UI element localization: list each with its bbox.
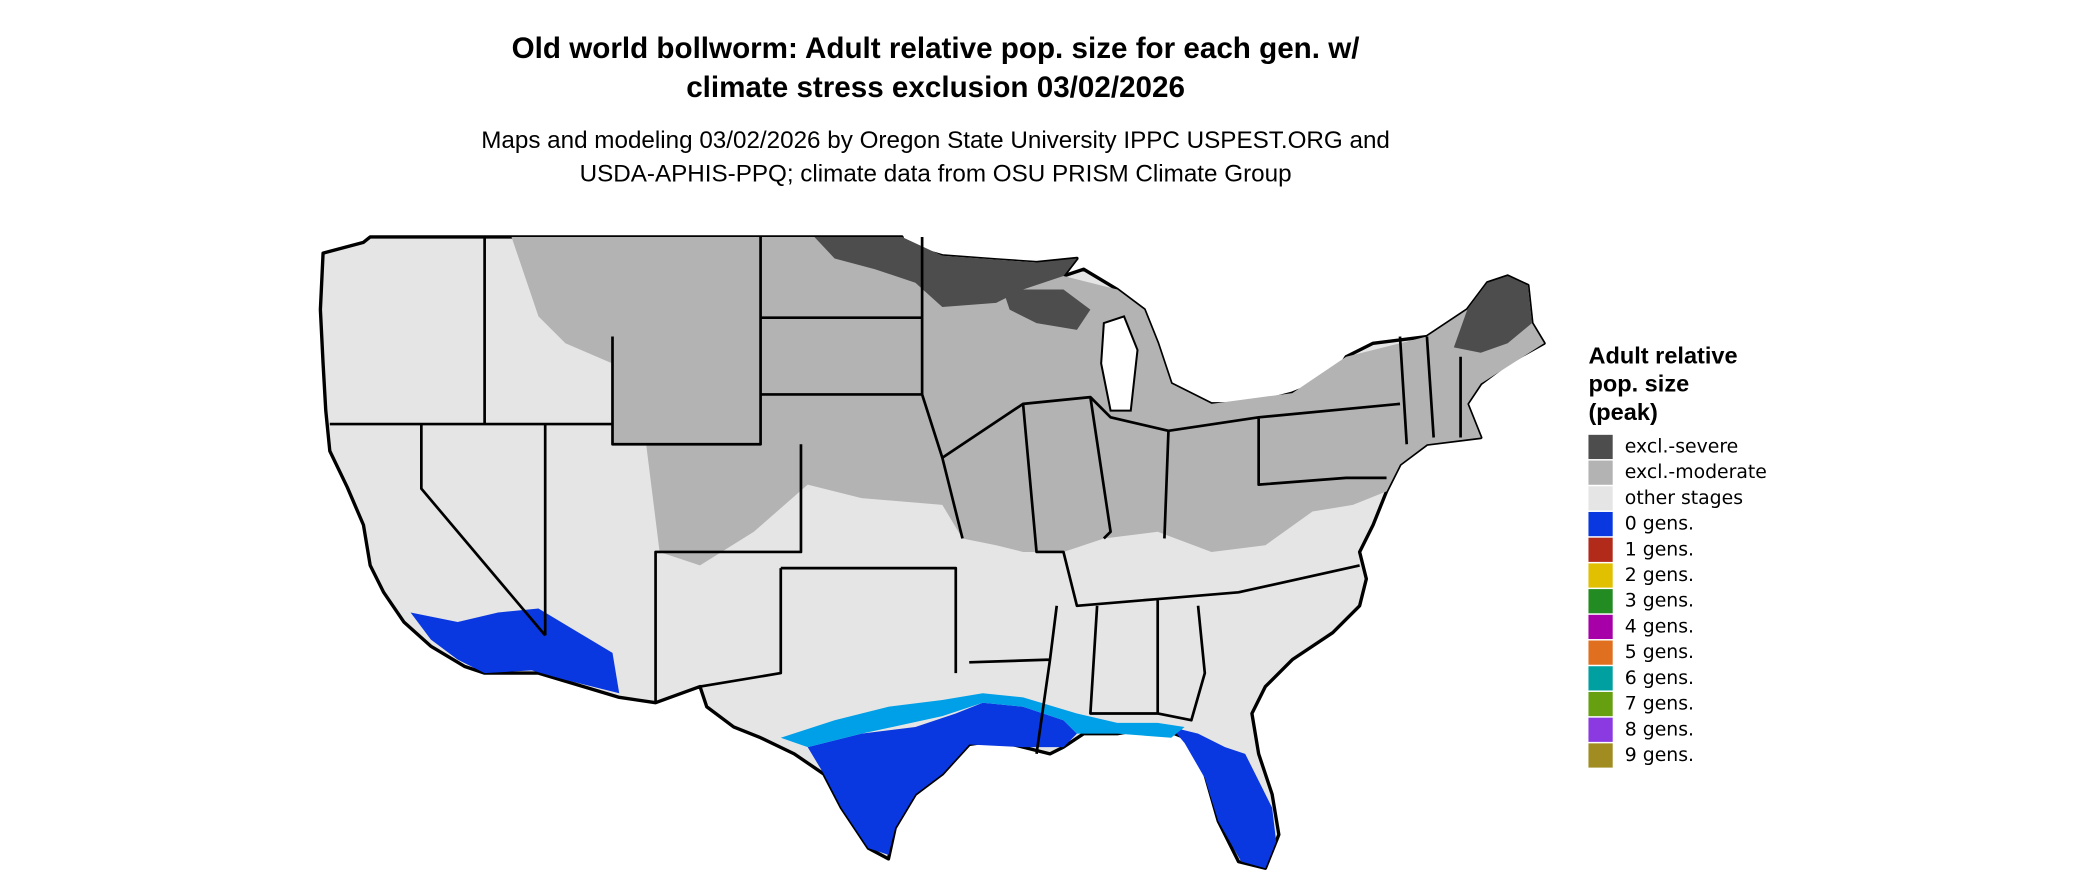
legend-swatch (1588, 589, 1613, 614)
legend-label: 2 gens. (1625, 565, 1694, 586)
legend-label: other stages (1625, 488, 1743, 509)
title-line: climate stress exclusion 03/02/2026 (686, 71, 1185, 104)
legend-swatch (1588, 434, 1613, 460)
legend-label: excl.-moderate (1625, 462, 1767, 483)
zero-gens-fringe (780, 693, 1185, 748)
legend-label: 4 gens. (1625, 616, 1694, 637)
legend-label: 9 gens. (1625, 745, 1694, 766)
legend-swatch (1588, 460, 1613, 485)
subtitle-line: USDA-APHIS-PPQ; climate data from OSU PR… (580, 161, 1292, 188)
legend-label: 7 gens. (1625, 694, 1694, 715)
legend-swatch (1588, 511, 1613, 537)
legend-title: Adult relative (1588, 342, 1737, 368)
legend-label: 8 gens. (1625, 719, 1694, 740)
state-borders (329, 236, 1462, 755)
legend-title: (peak) (1588, 399, 1657, 425)
legend-label: 0 gens. (1625, 514, 1694, 535)
legend-swatch (1588, 614, 1613, 640)
title-line: Old world bollworm: Adult relative pop. … (512, 32, 1360, 65)
us-map (318, 235, 1546, 870)
legend-label: 6 gens. (1625, 668, 1694, 689)
legend-title: pop. size (1588, 371, 1689, 397)
legend-label: 1 gens. (1625, 539, 1694, 560)
zero-gens-area (410, 608, 620, 694)
legend-label: 3 gens. (1625, 591, 1694, 612)
zero-gens-area (807, 702, 1077, 855)
legend-label: 5 gens. (1625, 642, 1694, 663)
legend-swatch (1588, 717, 1613, 742)
severe-exclusion-area (1002, 289, 1091, 330)
legend-swatch (1588, 743, 1613, 768)
lake-michigan (1100, 315, 1139, 412)
legend-swatch (1588, 691, 1613, 717)
legend-swatch (1588, 537, 1613, 562)
legend-swatch (1588, 563, 1613, 588)
zero-gens-area (1171, 726, 1277, 869)
severe-exclusion-area (1453, 275, 1532, 353)
legend: Adult relative pop. size(peak) excl.-sever… (1588, 342, 1767, 768)
state-border (329, 236, 1462, 755)
legend-label: excl.-severe (1625, 436, 1738, 457)
subtitle-line: Maps and modeling 03/02/2026 by Oregon S… (481, 127, 1390, 154)
legend-swatch (1588, 486, 1613, 511)
legend-swatch (1588, 666, 1613, 691)
titles: Old world bollworm: Adult relative pop. … (481, 32, 1390, 188)
legend-swatch (1588, 640, 1613, 665)
